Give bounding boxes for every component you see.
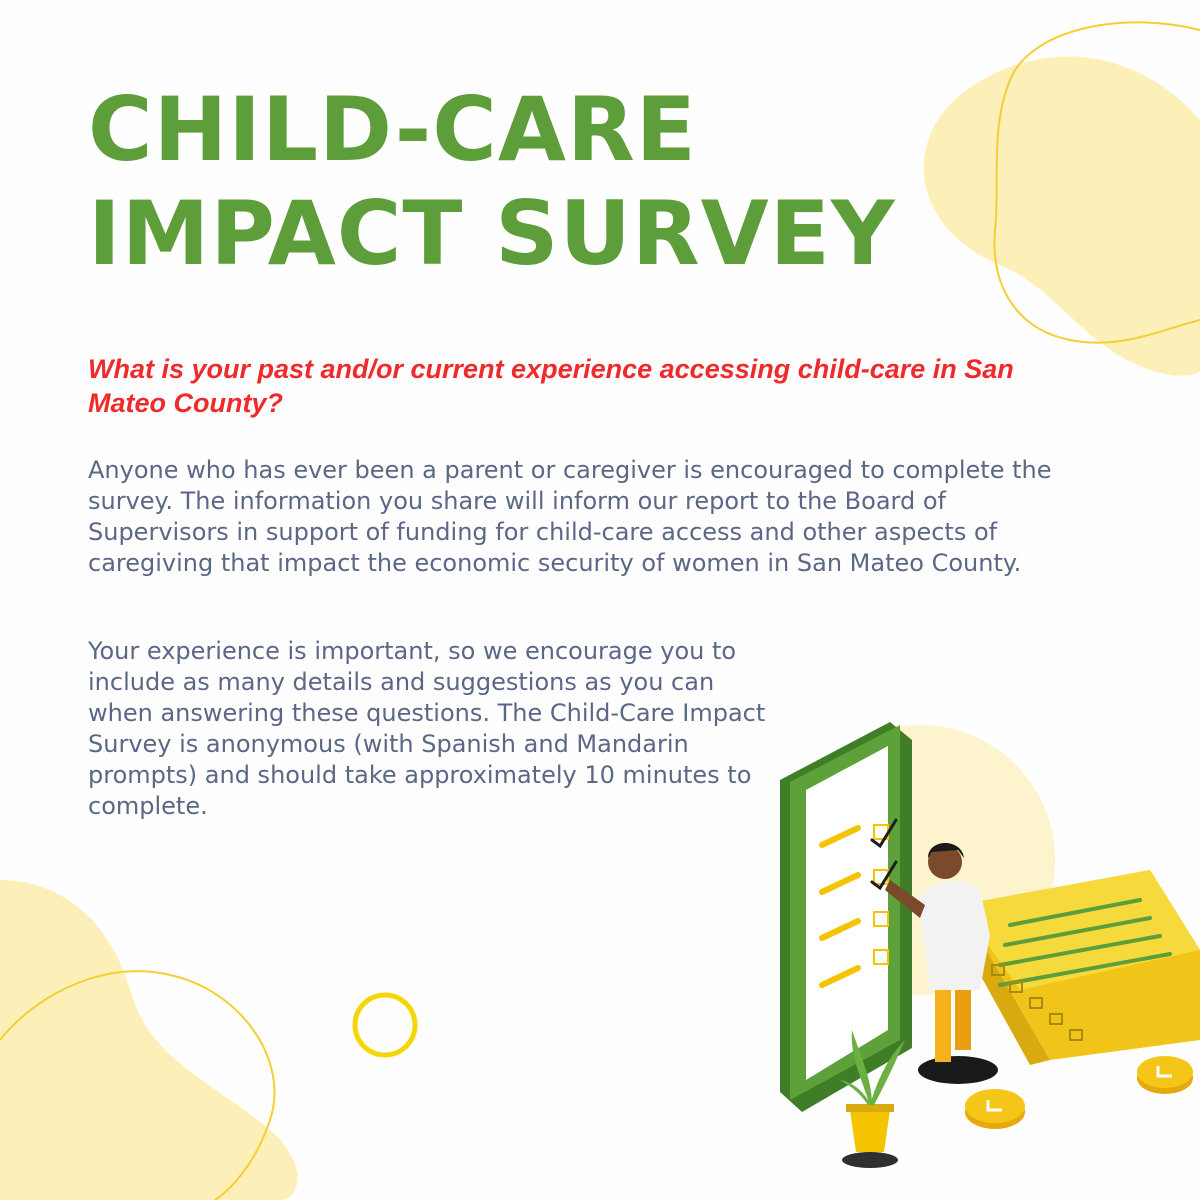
survey-question: What is your past and/or current experie… bbox=[88, 354, 1014, 418]
plant-icon bbox=[840, 1030, 905, 1168]
ring-decoration bbox=[352, 992, 418, 1058]
intro-paragraph: Anyone who has ever been a parent or car… bbox=[88, 456, 1052, 577]
top-right-blob bbox=[923, 56, 1200, 376]
person-icon bbox=[885, 843, 990, 1070]
bottom-left-blob bbox=[0, 880, 298, 1200]
document-icon bbox=[950, 870, 1200, 1065]
details-paragraph: Your experience is important, so we enco… bbox=[88, 637, 766, 820]
title-line-2: IMPACT SURVEY bbox=[88, 182, 896, 285]
title-line-1: CHILD-CARE bbox=[88, 78, 697, 181]
page-title: CHILD-CARE IMPACT SURVEY bbox=[88, 78, 896, 286]
survey-checklist-illustration bbox=[780, 722, 1200, 1168]
coin-icon bbox=[1137, 1056, 1193, 1094]
phone-icon bbox=[780, 722, 912, 1112]
coin-icon-2 bbox=[965, 1089, 1025, 1129]
bottom-left-blob-outline bbox=[0, 970, 276, 1200]
top-right-blob-outline bbox=[993, 21, 1200, 344]
